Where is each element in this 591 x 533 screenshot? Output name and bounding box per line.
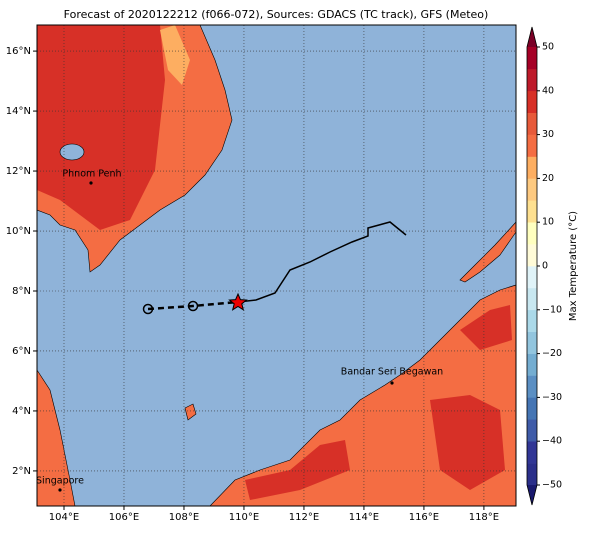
colorbar-tick-label: 40 [542,85,554,96]
y-tick-label: 8°N [12,286,31,297]
colorbar-band [527,375,537,398]
colorbar-band [527,244,537,267]
colorbar-band [527,397,537,420]
x-tick-label: 106°E [109,512,139,523]
colorbar-band [527,112,537,135]
colorbar-tick-label: 30 [542,129,554,140]
y-tick-label: 4°N [12,406,31,417]
frame [36,24,517,507]
y-tick-label: 12°N [6,166,31,177]
colorbar-tick-label: −30 [542,392,562,403]
colorbar-tick-label: 20 [542,173,554,184]
colorbar-band [527,200,537,223]
y-tick-label: 14°N [6,106,31,117]
place-label: Bandar Seri Begawan [341,367,443,378]
forecast-point [187,300,199,312]
colorbar-tick-label: 50 [542,42,554,53]
city-dot [390,381,394,385]
y-tick-label: 10°N [6,226,31,237]
x-tick-label: 118°E [469,512,499,523]
colorbar-tick-label: 10 [542,217,554,228]
colorbar-band [527,353,537,376]
x-tick-label: 110°E [229,512,259,523]
colorbar-band [527,331,537,354]
storm-track [142,221,407,315]
colorbar-band [527,463,537,486]
y-tick-label: 6°N [12,346,31,357]
title: Forecast of 2020122212 (f066-072), Sourc… [64,8,489,21]
graticule [33,25,516,510]
colorbar-tick-label: 0 [542,261,548,272]
colorbar-band [527,441,537,464]
place-label: Singapore [36,476,84,487]
colorbar-label: Max Temperature (°C) [568,211,579,321]
city-dot [89,181,93,185]
colorbar-tick-label: −40 [542,436,562,447]
colorbar-band [527,266,537,289]
x-tick-label: 114°E [349,512,379,523]
colorbar-tick-label: −20 [542,348,562,359]
colorbar-band [527,47,537,70]
colorbar-band [527,134,537,157]
x-tick-label: 104°E [49,512,79,523]
y-tick-label: 2°N [12,466,31,477]
track-forecast [147,300,239,311]
colorbar-band [527,419,537,442]
colorbar-tick-label: −10 [542,304,562,315]
x-tick-label: 112°E [289,512,319,523]
colorbar-band [527,68,537,92]
storm-position [228,292,248,311]
city-dot [58,488,62,492]
colorbar-band [527,178,537,201]
colorbar-extend [527,485,537,505]
colorbar: −50 −40 −30 −20 −10 0 10 20 30 40 50 [526,26,562,506]
y-tick-label: 16°N [6,46,31,57]
colorbar-band [527,287,537,311]
colorbar-band [527,222,537,245]
track-past [237,221,407,303]
forecast-point [142,303,154,315]
colorbar-band [527,309,537,332]
colorbar-tick-label: −50 [542,480,562,491]
x-tick-label: 116°E [409,512,439,523]
colorbar-extend [527,27,537,47]
colorbar-band [527,90,537,113]
land [37,25,516,506]
colorbar-band [527,156,537,179]
place-label: Phnom Penh [62,169,121,180]
map: Phnom Penh Bandar Seri Begawan Singapore [33,24,517,510]
x-tick-label: 108°E [169,512,199,523]
